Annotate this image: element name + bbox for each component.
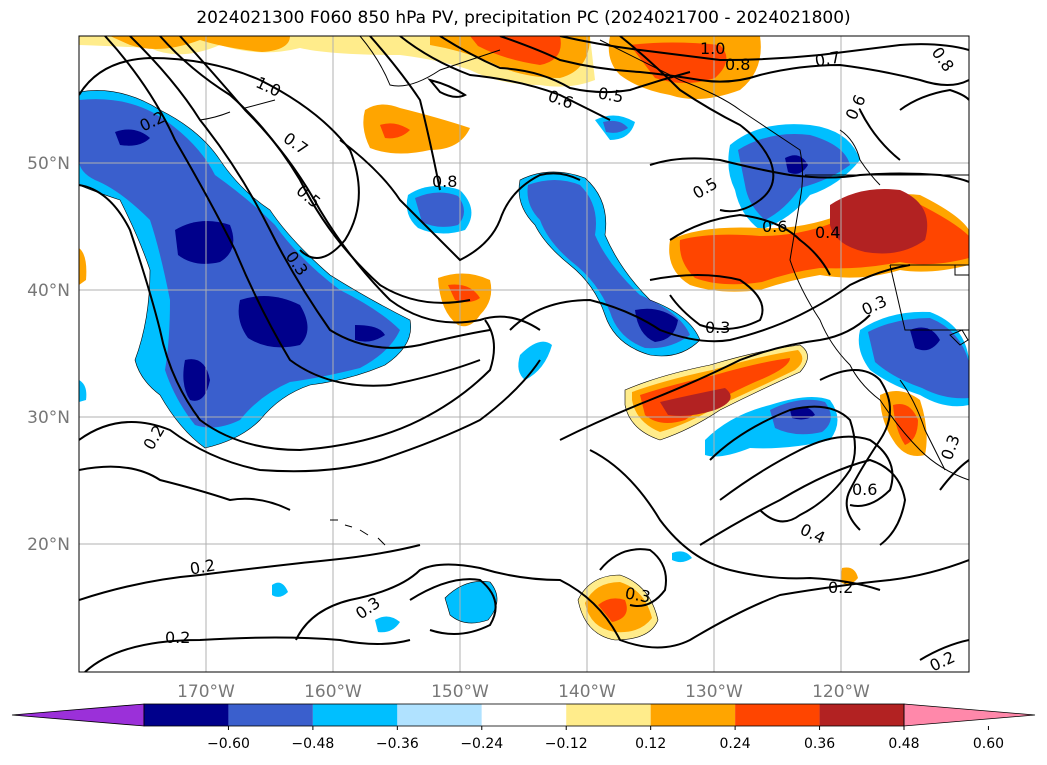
precip-positive-fill	[79, 36, 969, 640]
lon-label: 140°W	[558, 682, 616, 702]
map-title: 2024021300 F060 850 hPa PV, precipitatio…	[196, 8, 851, 28]
precip-negative-fill	[79, 90, 969, 633]
colorbar-segment	[819, 704, 904, 726]
lat-label: 30°N	[27, 408, 70, 428]
lat-label: 40°N	[27, 281, 70, 301]
map-frame	[78, 35, 970, 673]
colorbar-segment	[566, 704, 651, 726]
colorbar-segment	[312, 704, 398, 726]
lon-label: 160°W	[304, 682, 362, 702]
colorbar-tick-label: 0.24	[720, 736, 751, 752]
pv-contours	[79, 36, 969, 672]
contour-label: 0.7	[813, 47, 841, 70]
lat-label: 20°N	[27, 535, 70, 555]
colorbar-tick-label: −0.60	[207, 736, 250, 752]
contour-label: 0.8	[725, 55, 750, 74]
colorbar-frame	[143, 703, 905, 727]
contour-label: 0.6	[852, 480, 877, 499]
fill-outlines	[79, 90, 808, 641]
colorbar: −0.60 −0.48 −0.36 −0.24 −0.12 0.12 0.24 0.36 0.4…	[11, 703, 1036, 752]
contour-label: 0.3	[624, 583, 652, 606]
colorbar-tick-label: −0.12	[545, 736, 588, 752]
colorbar-segment	[144, 704, 229, 726]
colorbar-segment	[228, 704, 313, 726]
colorbar-segment	[735, 704, 820, 726]
colorbar-segment	[397, 704, 482, 726]
colorbar-tick-label: −0.36	[376, 736, 419, 752]
contour-label: 0.2	[188, 555, 216, 578]
colorbar-tick-label: −0.24	[460, 736, 503, 752]
contour-label: 0.4	[815, 223, 840, 242]
lon-label: 130°W	[685, 682, 743, 702]
colorbar-tick-label: 0.48	[888, 736, 919, 752]
colorbar-tick-label: −0.48	[291, 736, 334, 752]
lon-label: 170°W	[177, 682, 235, 702]
contour-label: 0.3	[705, 318, 730, 337]
colorbar-segment	[481, 704, 567, 726]
colorbar-tick-label: 0.36	[804, 736, 835, 752]
lon-label: 150°W	[431, 682, 489, 702]
longitude-labels: 170°W 160°W 150°W 140°W 130°W 120°W	[177, 682, 870, 702]
colorbar-extend-min	[11, 703, 145, 727]
lat-label: 50°N	[27, 154, 70, 174]
map-panel: 1.0 0.7 0.5 0.3 0.2 0.2 0.2 0.2 0.3 0.8 …	[79, 36, 969, 672]
contour-label: 0.2	[165, 628, 190, 647]
latitude-labels: 50°N 40°N 30°N 20°N	[27, 154, 70, 555]
lon-label: 120°W	[812, 682, 870, 702]
colorbar-extend-max	[903, 703, 1036, 727]
contour-label: 1.0	[700, 39, 725, 58]
colorbar-segment	[650, 704, 736, 726]
contour-label: 0.5	[597, 83, 625, 106]
colorbar-tick-label: 0.60	[973, 736, 1004, 752]
contour-label: 0.6	[762, 217, 787, 236]
contour-label: 0.2	[828, 578, 853, 597]
contour-label: 0.8	[432, 172, 457, 191]
colorbar-tick-label: 0.12	[635, 736, 666, 752]
